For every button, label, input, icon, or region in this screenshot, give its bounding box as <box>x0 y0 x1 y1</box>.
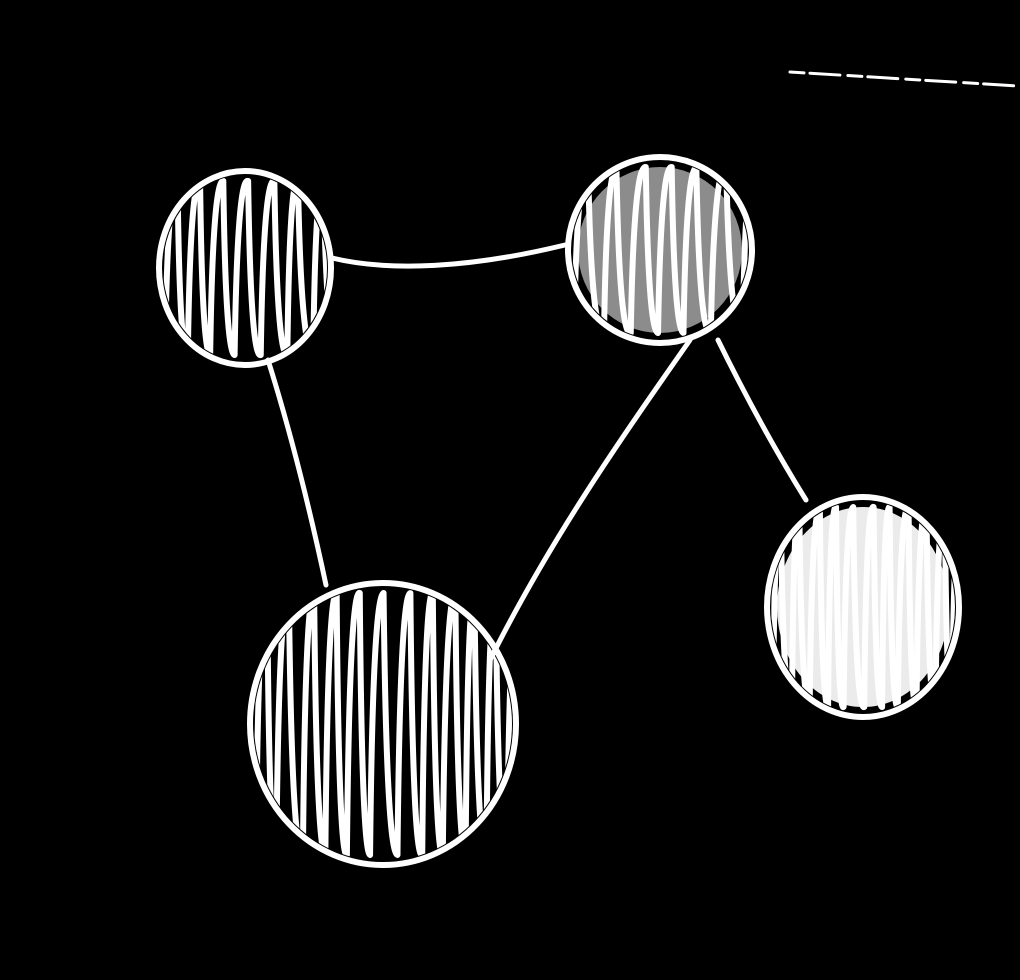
node-scribble <box>771 503 955 712</box>
edge-top-right-to-right <box>715 337 809 503</box>
node-outline <box>565 154 755 346</box>
node-outline <box>764 494 962 720</box>
node-right <box>764 494 962 720</box>
node-outline <box>156 168 334 368</box>
node-bottom-center <box>247 580 519 868</box>
nodes <box>156 154 962 868</box>
edge-top-left-to-top-right <box>329 242 568 269</box>
stray-mark <box>788 70 1020 88</box>
edge-top-left-to-bottom-center <box>265 357 329 588</box>
node-top-right <box>565 154 755 346</box>
edges <box>265 242 809 663</box>
node-top-left <box>156 168 334 368</box>
edge-top-right-to-bottom-center <box>487 337 693 663</box>
node-outline <box>247 580 519 868</box>
